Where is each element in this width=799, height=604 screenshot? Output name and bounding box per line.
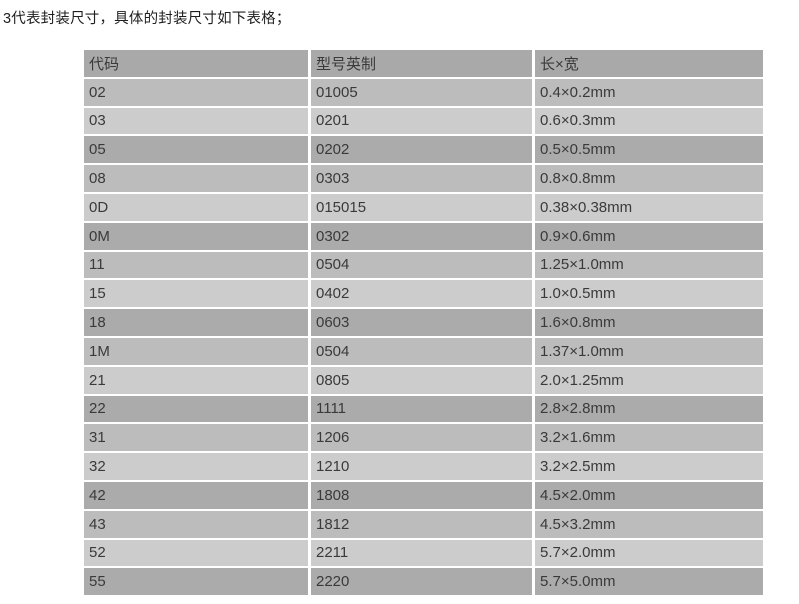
column-header-size-lw: 长×宽 [535,50,763,79]
cell-size-lw: 1.6×0.8mm [535,309,763,338]
table-row: 08 0303 0.8×0.8mm [84,165,763,194]
cell-size-lw: 2.8×2.8mm [535,395,763,425]
cell-size-lw: 5.7×2.0mm [535,539,763,569]
cell-code: 1M [84,337,311,367]
cell-model-imperial: 015015 [311,193,535,223]
cell-size-lw: 5.7×5.0mm [535,568,763,598]
table-header-row: 代码 型号英制 长×宽 [84,50,763,79]
cell-size-lw: 4.5×3.2mm [535,510,763,540]
cell-model-imperial: 1812 [311,510,535,540]
cell-model-imperial: 0504 [311,251,535,281]
cell-code: 03 [84,107,311,137]
table-row: 18 0603 1.6×0.8mm [84,309,763,338]
cell-model-imperial: 2211 [311,539,535,569]
cell-code: 02 [84,78,311,108]
cell-model-imperial: 0201 [311,107,535,137]
column-header-model-imperial: 型号英制 [311,50,535,79]
table-body: 02 01005 0.4×0.2mm 03 0201 0.6×0.3mm 05 0202 0.5… [84,78,763,598]
cell-size-lw: 1.37×1.0mm [535,337,763,367]
cell-code: 52 [84,539,311,569]
cell-code: 32 [84,453,311,482]
intro-text: 3代表封装尺寸，具体的封装尺寸如下表格； [3,11,291,27]
cell-code: 05 [84,136,311,166]
cell-code: 15 [84,280,311,310]
cell-code: 08 [84,165,311,194]
table-row: 0D 015015 0.38×0.38mm [84,193,763,223]
cell-size-lw: 0.5×0.5mm [535,136,763,166]
table-row: 1M 0504 1.37×1.0mm [84,337,763,367]
table-row: 32 1210 3.2×2.5mm [84,453,763,482]
cell-code: 0D [84,193,311,223]
cell-size-lw: 0.4×0.2mm [535,78,763,108]
table-row: 52 2211 5.7×2.0mm [84,539,763,569]
cell-code: 42 [84,481,311,511]
cell-model-imperial: 2220 [311,568,535,598]
cell-size-lw: 3.2×1.6mm [535,424,763,454]
cell-size-lw: 3.2×2.5mm [535,453,763,482]
cell-model-imperial: 0603 [311,309,535,338]
cell-model-imperial: 1808 [311,481,535,511]
cell-model-imperial: 1206 [311,424,535,454]
table-row: 43 1812 4.5×3.2mm [84,510,763,540]
cell-size-lw: 1.0×0.5mm [535,280,763,310]
cell-model-imperial: 0805 [311,366,535,396]
cell-model-imperial: 0402 [311,280,535,310]
cell-size-lw: 4.5×2.0mm [535,481,763,511]
table-row: 55 2220 5.7×5.0mm [84,568,763,598]
cell-size-lw: 0.38×0.38mm [535,193,763,223]
cell-code: 0M [84,222,311,252]
cell-size-lw: 0.6×0.3mm [535,107,763,137]
cell-model-imperial: 0303 [311,165,535,194]
table-row: 21 0805 2.0×1.25mm [84,366,763,396]
table-row: 11 0504 1.25×1.0mm [84,251,763,281]
cell-size-lw: 0.9×0.6mm [535,222,763,252]
cell-model-imperial: 1210 [311,453,535,482]
table-row: 03 0201 0.6×0.3mm [84,107,763,137]
cell-model-imperial: 01005 [311,78,535,108]
table-row: 0M 0302 0.9×0.6mm [84,222,763,252]
cell-code: 43 [84,510,311,540]
cell-code: 21 [84,366,311,396]
cell-size-lw: 2.0×1.25mm [535,366,763,396]
table-row: 05 0202 0.5×0.5mm [84,136,763,166]
cell-model-imperial: 1111 [311,395,535,425]
table-row: 22 1111 2.8×2.8mm [84,395,763,425]
table-row: 31 1206 3.2×1.6mm [84,424,763,454]
cell-size-lw: 0.8×0.8mm [535,165,763,194]
column-header-code: 代码 [84,50,311,79]
cell-code: 31 [84,424,311,454]
table-row: 15 0402 1.0×0.5mm [84,280,763,310]
cell-size-lw: 1.25×1.0mm [535,251,763,281]
cell-code: 18 [84,309,311,338]
cell-model-imperial: 0302 [311,222,535,252]
cell-code: 55 [84,568,311,598]
cell-code: 22 [84,395,311,425]
package-size-table: 代码 型号英制 长×宽 02 01005 0.4×0.2mm 03 0201 0.6×0.3m… [84,50,763,598]
table-row: 42 1808 4.5×2.0mm [84,481,763,511]
table-row: 02 01005 0.4×0.2mm [84,78,763,108]
cell-code: 11 [84,251,311,281]
cell-model-imperial: 0202 [311,136,535,166]
cell-model-imperial: 0504 [311,337,535,367]
